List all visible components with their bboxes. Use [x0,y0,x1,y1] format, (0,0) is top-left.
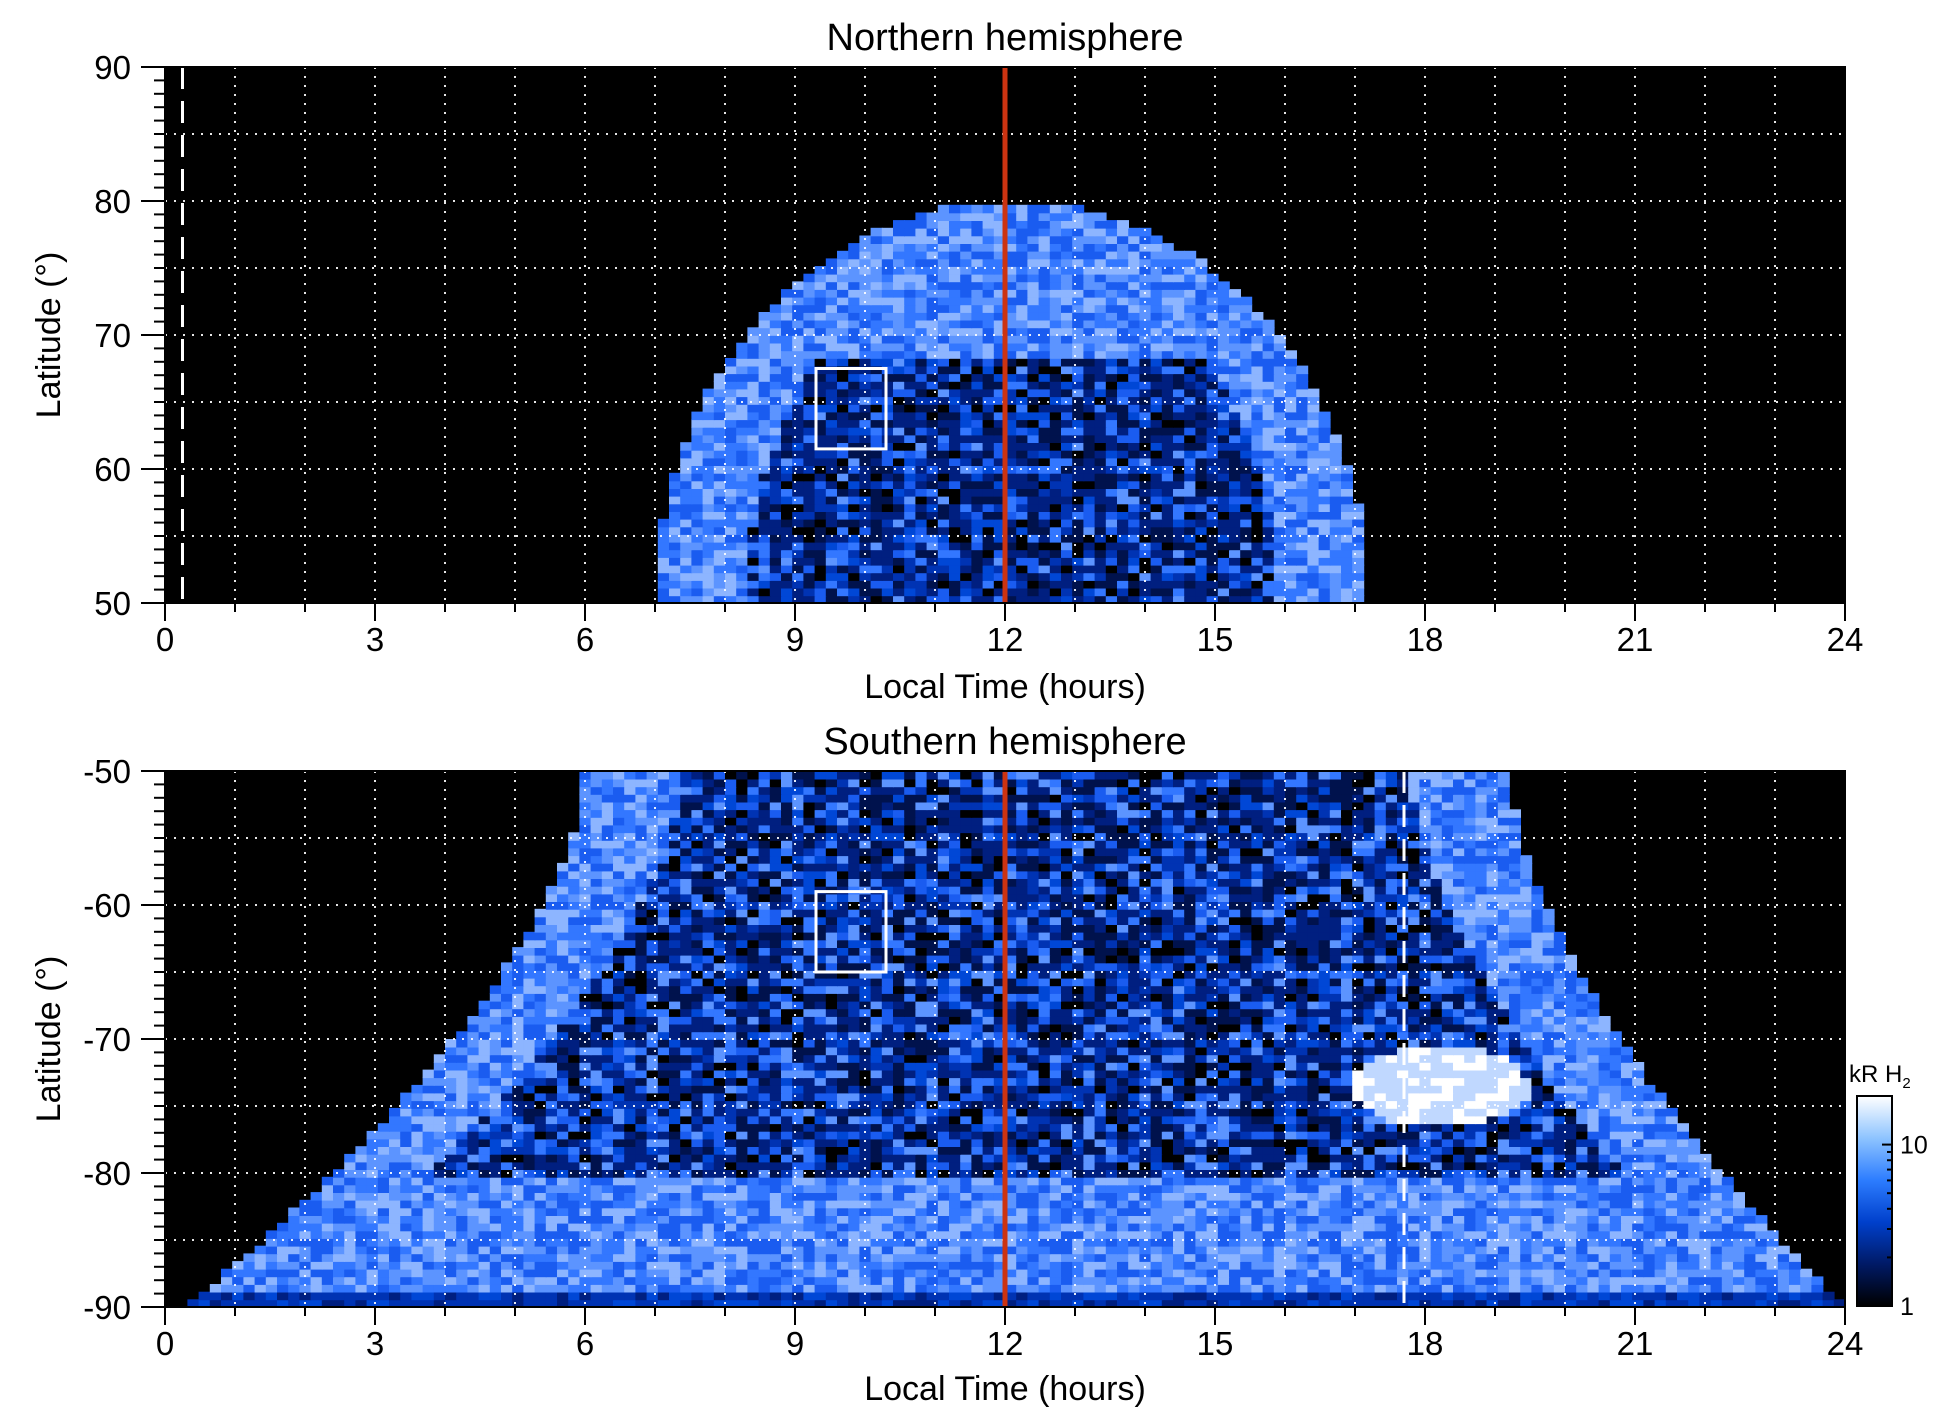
south-x-tick-label: 21 [1617,1325,1654,1362]
north-y-tick-label: 70 [94,317,131,354]
colorbar-tick-label: 10 [1900,1132,1928,1160]
south-x-tick-label: 0 [156,1325,174,1362]
north-title: Northern hemisphere [827,17,1184,59]
north-x-tick-label: 15 [1197,621,1234,658]
south-y-tick-label: -70 [83,1021,131,1058]
north-axes: 0 3 6 9 12 15 18 21 24 50 60 70 80 90 [94,49,1863,658]
north-x-tick-label: 24 [1827,621,1864,658]
north-y-tick-label: 90 [94,49,131,86]
south-x-tick-label: 9 [786,1325,804,1362]
south-title: Southern hemisphere [823,721,1186,763]
north-x-tick-label: 9 [786,621,804,658]
north-panel: Northern hemisphere 0 3 6 9 12 15 18 21 24 50 60 70… [30,17,1863,706]
south-y-tick-label: -60 [83,887,131,924]
south-x-tick-label: 18 [1407,1325,1444,1362]
colorbar: kR H2 1 10 [1849,1061,1928,1321]
south-x-tick-label: 24 [1827,1325,1864,1362]
south-x-axis-label: Local Time (hours) [864,1370,1146,1408]
north-y-axis-label: Latitude (°) [30,252,68,419]
north-x-tick-label: 18 [1407,621,1444,658]
north-x-axis-label: Local Time (hours) [864,668,1146,706]
south-x-tick-label: 3 [366,1325,384,1362]
north-y-tick-label: 60 [94,451,131,488]
south-y-axis-label: Latitude (°) [30,956,68,1123]
south-axes: 0 3 6 9 12 15 18 21 24 -90 -80 -70 -60 -50 [83,753,1863,1362]
north-x-tick-label: 0 [156,621,174,658]
south-x-tick-label: 6 [576,1325,594,1362]
colorbar-ticks: 1 10 [1882,1095,1928,1321]
north-x-tick-label: 21 [1617,621,1654,658]
north-x-tick-label: 6 [576,621,594,658]
south-panel: Southern hemisphere 0 3 6 9 12 15 18 21 24 -90 -80… [30,721,1863,1408]
north-x-tick-label: 12 [987,621,1024,658]
north-x-tick-label: 3 [366,621,384,658]
south-highlight-box [814,890,888,974]
north-highlight-box [814,367,888,451]
south-x-tick-label: 15 [1197,1325,1234,1362]
south-y-tick-label: -80 [83,1155,131,1192]
north-y-tick-label: 50 [94,585,131,622]
colorbar-gradient [1856,1095,1893,1307]
south-y-tick-label: -90 [83,1289,131,1326]
north-heatmap [657,204,1365,603]
south-y-tick-label: -50 [83,753,131,790]
colorbar-unit: kR H2 [1849,1061,1911,1092]
north-y-tick-label: 80 [94,183,131,220]
south-x-tick-label: 12 [987,1325,1024,1362]
colorbar-tick-label: 1 [1900,1293,1914,1321]
